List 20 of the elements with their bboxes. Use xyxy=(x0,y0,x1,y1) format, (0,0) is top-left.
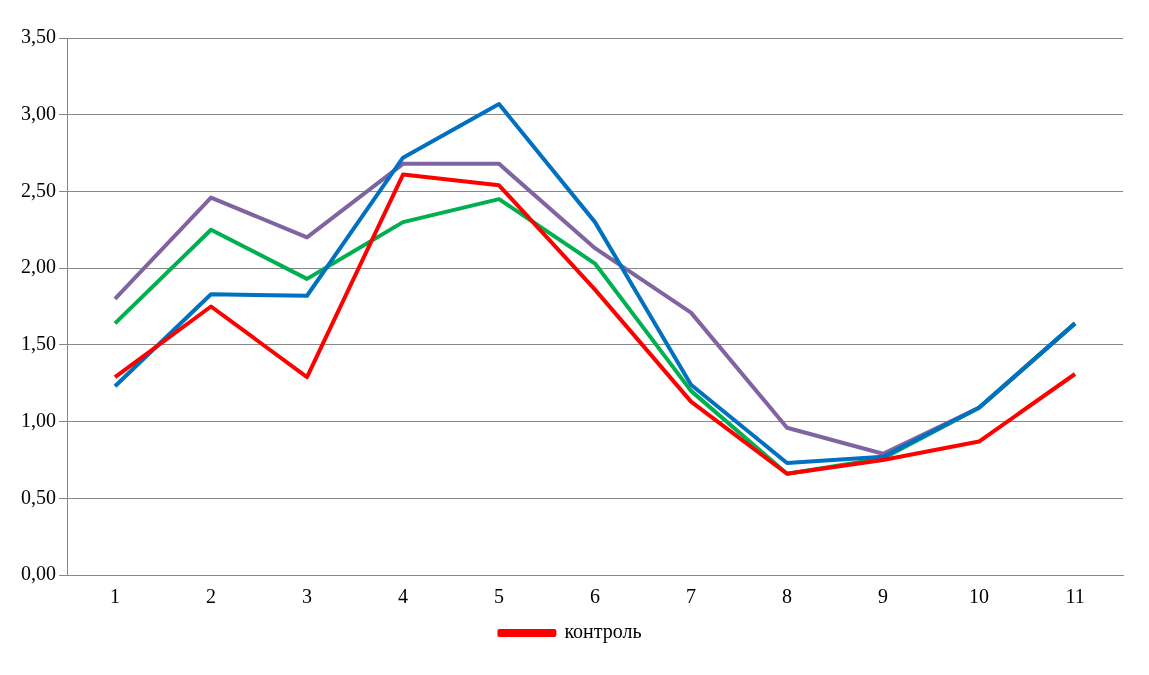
y-tick-label: 0,50 xyxy=(21,485,56,508)
legend-label: контроль xyxy=(564,620,642,644)
x-tick-label: 8 xyxy=(782,585,792,608)
x-tick-label: 5 xyxy=(494,585,504,608)
y-tick-label: 1,50 xyxy=(21,332,56,355)
x-tick-label: 4 xyxy=(398,585,408,608)
x-tick-label: 6 xyxy=(590,585,600,608)
x-tick-label: 3 xyxy=(302,585,312,608)
x-tick-label: 11 xyxy=(1065,585,1085,608)
y-tick-label: 0,00 xyxy=(21,562,56,585)
x-tick-label: 9 xyxy=(878,585,888,608)
x-tick-label: 1 xyxy=(110,585,120,608)
y-tick-label: 2,50 xyxy=(21,178,56,201)
y-tick-label: 3,50 xyxy=(21,25,56,48)
y-tick-label: 1,00 xyxy=(21,408,56,431)
y-tick-label: 3,00 xyxy=(21,101,56,124)
x-tick-label: 10 xyxy=(969,585,989,608)
y-tick-label: 2,00 xyxy=(21,255,56,278)
x-tick-label: 2 xyxy=(206,585,216,608)
x-tick-label: 7 xyxy=(686,585,696,608)
